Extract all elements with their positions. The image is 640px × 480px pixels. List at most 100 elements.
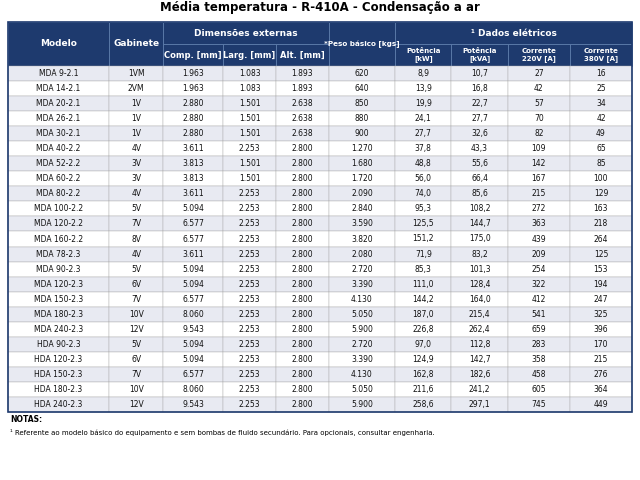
Bar: [109, 262, 163, 276]
Bar: [276, 44, 329, 66]
Text: Modelo: Modelo: [40, 39, 77, 48]
Bar: [395, 262, 451, 276]
Bar: [329, 202, 395, 216]
Text: 640: 640: [355, 84, 369, 93]
Bar: [329, 216, 395, 231]
Text: 5V: 5V: [131, 204, 141, 214]
Bar: [223, 44, 276, 66]
Text: 8V: 8V: [131, 235, 141, 243]
Text: 48,8: 48,8: [415, 159, 431, 168]
Text: 101,3: 101,3: [468, 264, 490, 274]
Text: MDA 150-2.3: MDA 150-2.3: [34, 295, 83, 304]
Bar: [109, 171, 163, 186]
Bar: [109, 96, 163, 111]
Bar: [109, 397, 163, 412]
Bar: [163, 156, 223, 171]
Bar: [8, 397, 109, 412]
Bar: [570, 367, 632, 382]
Bar: [163, 276, 223, 292]
Bar: [8, 141, 109, 156]
Bar: [508, 44, 570, 66]
Text: 1.963: 1.963: [182, 69, 204, 78]
Text: 151,2: 151,2: [413, 235, 434, 243]
Bar: [276, 202, 329, 216]
Text: 1.893: 1.893: [291, 69, 313, 78]
Text: 2.800: 2.800: [291, 174, 313, 183]
Bar: [223, 171, 276, 186]
Bar: [329, 81, 395, 96]
Text: 850: 850: [355, 99, 369, 108]
Text: 2.800: 2.800: [291, 159, 313, 168]
Text: 19,9: 19,9: [415, 99, 432, 108]
Bar: [223, 111, 276, 126]
Text: 2.800: 2.800: [291, 295, 313, 304]
Bar: [276, 126, 329, 141]
Text: 2.253: 2.253: [239, 385, 260, 394]
Bar: [451, 382, 508, 397]
Bar: [508, 307, 570, 322]
Text: 264: 264: [594, 235, 608, 243]
Text: 5.050: 5.050: [351, 385, 373, 394]
Bar: [395, 171, 451, 186]
Text: 57: 57: [534, 99, 544, 108]
Text: 22,7: 22,7: [471, 99, 488, 108]
Bar: [223, 216, 276, 231]
Bar: [451, 111, 508, 126]
Text: 8.060: 8.060: [182, 385, 204, 394]
Bar: [163, 186, 223, 202]
Bar: [570, 397, 632, 412]
Text: 605: 605: [532, 385, 546, 394]
Text: 2.253: 2.253: [239, 264, 260, 274]
Text: 2.800: 2.800: [291, 250, 313, 259]
Text: 4V: 4V: [131, 250, 141, 259]
Text: 1.083: 1.083: [239, 84, 260, 93]
Bar: [451, 231, 508, 247]
Bar: [8, 126, 109, 141]
Text: 12V: 12V: [129, 325, 143, 334]
Text: 1.893: 1.893: [291, 84, 313, 93]
Text: 6.577: 6.577: [182, 370, 204, 379]
Text: 66,4: 66,4: [471, 174, 488, 183]
Bar: [163, 171, 223, 186]
Text: *Peso básico [kgs]: *Peso básico [kgs]: [324, 40, 400, 48]
Bar: [276, 216, 329, 231]
Bar: [223, 337, 276, 352]
Text: 108,2: 108,2: [469, 204, 490, 214]
Text: MDA 26-2.1: MDA 26-2.1: [36, 114, 81, 123]
Text: NOTAS:: NOTAS:: [10, 416, 42, 424]
Text: 2.800: 2.800: [291, 325, 313, 334]
Text: 10V: 10V: [129, 385, 143, 394]
Text: 163: 163: [594, 204, 608, 214]
Text: 297,1: 297,1: [468, 400, 490, 409]
Text: Alt. [mm]: Alt. [mm]: [280, 50, 324, 60]
Bar: [223, 276, 276, 292]
Bar: [508, 202, 570, 216]
Text: 24,1: 24,1: [415, 114, 431, 123]
Bar: [109, 111, 163, 126]
Text: 2.840: 2.840: [351, 204, 372, 214]
Bar: [109, 247, 163, 262]
Bar: [109, 307, 163, 322]
Text: 56,0: 56,0: [415, 174, 432, 183]
Bar: [163, 367, 223, 382]
Text: 3.611: 3.611: [182, 250, 204, 259]
Text: 2.800: 2.800: [291, 385, 313, 394]
Text: 2.638: 2.638: [291, 99, 313, 108]
Bar: [223, 66, 276, 81]
Bar: [276, 382, 329, 397]
Text: 5.050: 5.050: [351, 310, 373, 319]
Text: 1V: 1V: [131, 99, 141, 108]
Bar: [508, 276, 570, 292]
Bar: [223, 81, 276, 96]
Text: 2.800: 2.800: [291, 340, 313, 349]
Text: 1.501: 1.501: [239, 174, 260, 183]
Text: 620: 620: [355, 69, 369, 78]
Bar: [163, 292, 223, 307]
Bar: [570, 171, 632, 186]
Bar: [276, 322, 329, 337]
Bar: [329, 141, 395, 156]
Bar: [570, 276, 632, 292]
Bar: [570, 156, 632, 171]
Text: 226,8: 226,8: [413, 325, 434, 334]
Bar: [451, 44, 508, 66]
